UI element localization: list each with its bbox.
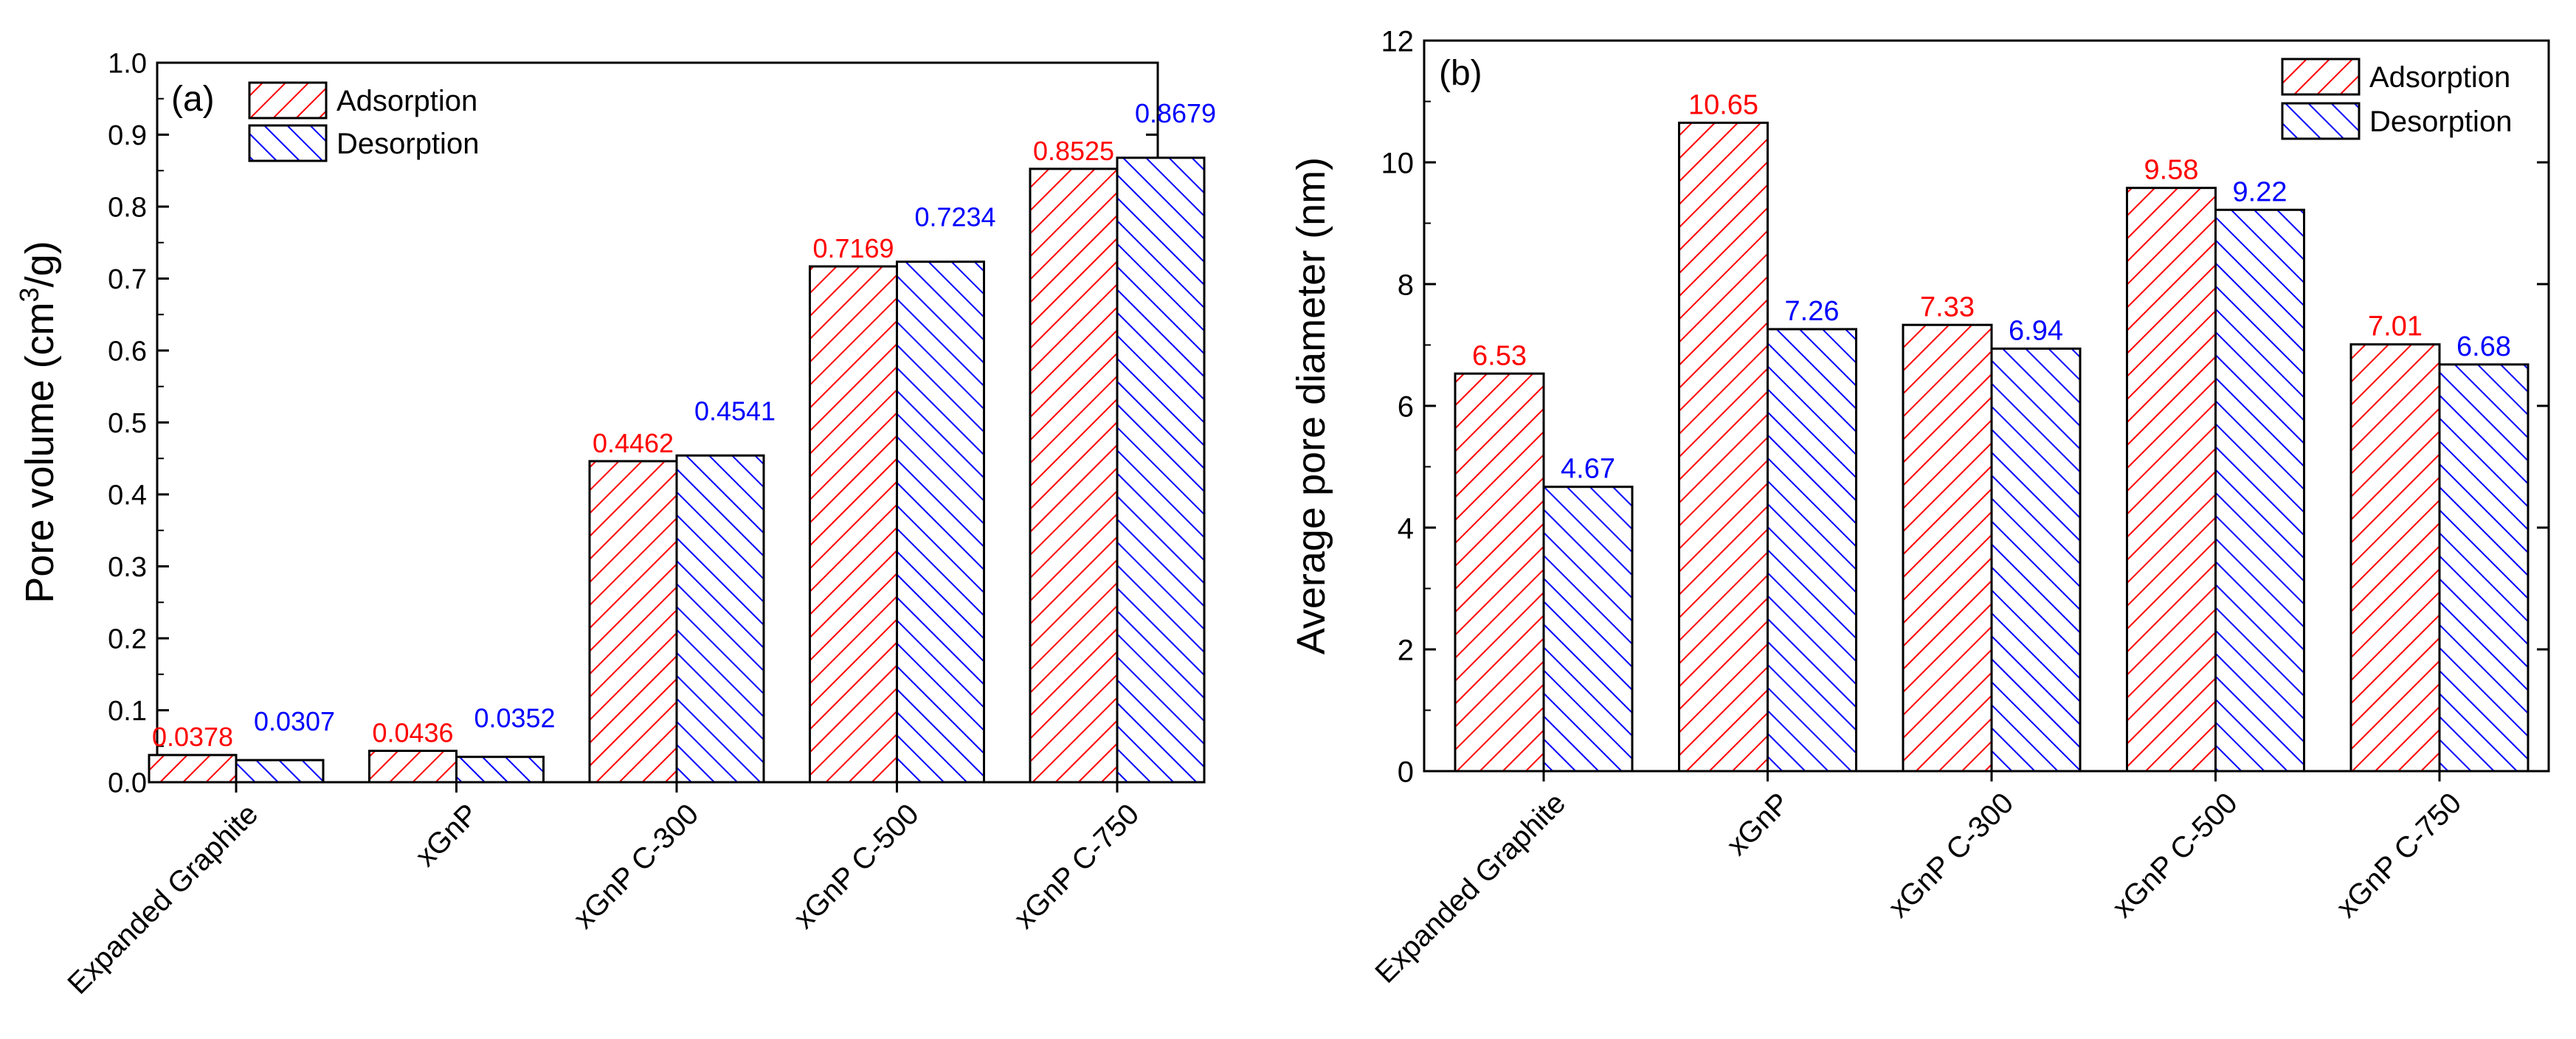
y-tick-label: 0.7: [108, 264, 147, 295]
y-tick-label: 1.0: [108, 49, 147, 80]
data-label-desorption: 0.7234: [914, 202, 995, 232]
y-axis-title-a: Pore volume (cm3/g): [14, 241, 62, 603]
y-tick-label: 0.4: [108, 480, 147, 511]
y-tick-label: 0.0: [108, 768, 147, 799]
data-label-adsorption: 0.4462: [593, 428, 674, 458]
y-axis-ticks-b: 0 2 4 6 8 10 12: [1381, 25, 2549, 788]
y-axis-ticks-a: 0.0 0.1 0.2 0.3 0.4 0.5 0.6 0.7 0.8 0.9 1.0: [108, 49, 1158, 799]
y-tick-label: 8: [1398, 269, 1414, 301]
bar-adsorption: [1454, 372, 1545, 773]
x-tick-label: xGnP C-750: [2330, 787, 2468, 924]
bar-desorption: [896, 260, 985, 784]
panel-label-b: (b): [1439, 54, 1482, 93]
x-axis-labels-a: Expanded Graphite xGnP xGnP C-300 xGnP C-50…: [61, 782, 1145, 1001]
data-label-desorption: 4.67: [1561, 454, 1615, 485]
bar-adsorption: [1902, 323, 1993, 773]
bar-desorption: [2214, 208, 2305, 773]
data-label-desorption: 6.68: [2456, 331, 2511, 362]
data-label-adsorption: 7.01: [2368, 311, 2423, 342]
x-tick-label: xGnP C-750: [1008, 798, 1145, 935]
legend-label-desorption: Desorption: [2369, 106, 2512, 138]
x-tick-label: Expanded Graphite: [1369, 787, 1572, 990]
bar-desorption: [235, 759, 325, 784]
legend-swatch-adsorption: [2281, 58, 2361, 96]
bar-adsorption: [2349, 343, 2441, 773]
x-tick-label: xGnP: [410, 798, 485, 873]
x-tick-label: xGnP C-300: [567, 798, 705, 935]
y-tick-label: 10: [1381, 147, 1415, 179]
data-label-adsorption: 9.58: [2144, 155, 2199, 186]
data-label-adsorption: 6.53: [1472, 340, 1527, 371]
legend-b: Adsorption Desorption: [2281, 58, 2512, 140]
bar-desorption: [455, 756, 545, 784]
panel-label-a: (a): [171, 80, 215, 119]
bar-desorption: [1542, 486, 1634, 773]
y-tick-label: 4: [1398, 512, 1414, 545]
bar-adsorption: [368, 749, 457, 784]
y-axis-title-b: Average pore diameter (nm): [1289, 157, 1333, 655]
bar-adsorption: [588, 460, 678, 784]
data-label-adsorption: 7.33: [1920, 291, 1975, 322]
data-label-desorption: 6.94: [2009, 315, 2063, 346]
legend-label-adsorption: Adsorption: [2369, 61, 2510, 94]
bar-desorption: [675, 454, 765, 784]
bar-desorption: [1116, 156, 1206, 784]
bars-b: 6.53 4.67 10.65 7.26 7.33 6.94 9.58 9.22 7.01 6.6…: [1454, 89, 2530, 773]
x-tick-label: xGnP: [1721, 787, 1796, 862]
x-tick-label: xGnP C-500: [787, 798, 925, 935]
data-label-adsorption: 0.0436: [372, 717, 453, 748]
bar-adsorption: [1678, 121, 1769, 773]
data-label-adsorption: 10.65: [1688, 89, 1758, 120]
data-label-adsorption: 0.8525: [1033, 136, 1114, 166]
legend-a: Adsorption Desorption: [248, 81, 479, 162]
data-label-desorption: 0.8679: [1135, 98, 1216, 128]
y-tick-label: 0.5: [108, 408, 147, 439]
y-tick-label: 0.1: [108, 696, 147, 727]
bar-adsorption: [148, 753, 238, 784]
y-tick-label: 12: [1381, 25, 1415, 58]
legend-label-desorption: Desorption: [336, 128, 479, 160]
y-tick-label: 0.3: [108, 552, 147, 583]
y-tick-label: 0.9: [108, 120, 147, 151]
y-tick-label: 0.2: [108, 624, 147, 655]
bar-desorption: [1767, 328, 1857, 773]
x-axis-labels-b: Expanded Graphite xGnP xGnP C-300 xGnP C-50…: [1369, 771, 2468, 990]
legend-swatch-adsorption: [248, 81, 328, 120]
data-label-adsorption: 0.7169: [812, 233, 894, 263]
data-label-desorption: 0.4541: [694, 396, 776, 426]
legend-label-adsorption: Adsorption: [336, 85, 477, 117]
x-tick-label: xGnP C-500: [2106, 787, 2243, 924]
data-label-adsorption: 0.0378: [152, 722, 233, 752]
data-label-desorption: 7.26: [1785, 296, 1840, 327]
data-label-desorption: 0.0307: [254, 706, 335, 736]
panel-a: (a) Pore volume (cm3/g) 0.00.10.20.30.40…: [14, 49, 1216, 1001]
legend-swatch-desorption: [248, 124, 328, 162]
y-tick-label: 0.8: [108, 193, 147, 224]
bar-adsorption: [1029, 168, 1119, 784]
panel-b: (b) Average pore diameter (nm) 0 2 4 6 8 10 12…: [1289, 25, 2550, 990]
y-tick-label: 0: [1398, 756, 1414, 788]
bar-desorption: [2438, 363, 2530, 773]
bar-desorption: [1990, 347, 2082, 773]
y-tick-label: 6: [1398, 390, 1414, 423]
x-tick-label: Expanded Graphite: [61, 798, 264, 1001]
data-label-desorption: 9.22: [2233, 176, 2287, 207]
bars-a: 0.0378 0.0307 0.0436 0.0352 0.4462 0.4541 0.71…: [148, 98, 1216, 784]
x-tick-label: xGnP C-300: [1882, 787, 2020, 924]
legend-swatch-desorption: [2281, 102, 2361, 140]
y-tick-label: 2: [1398, 634, 1414, 666]
bar-adsorption: [809, 265, 898, 784]
data-label-desorption: 0.0352: [474, 703, 555, 733]
y-tick-label: 0.6: [108, 336, 147, 367]
bar-adsorption: [2126, 187, 2217, 773]
